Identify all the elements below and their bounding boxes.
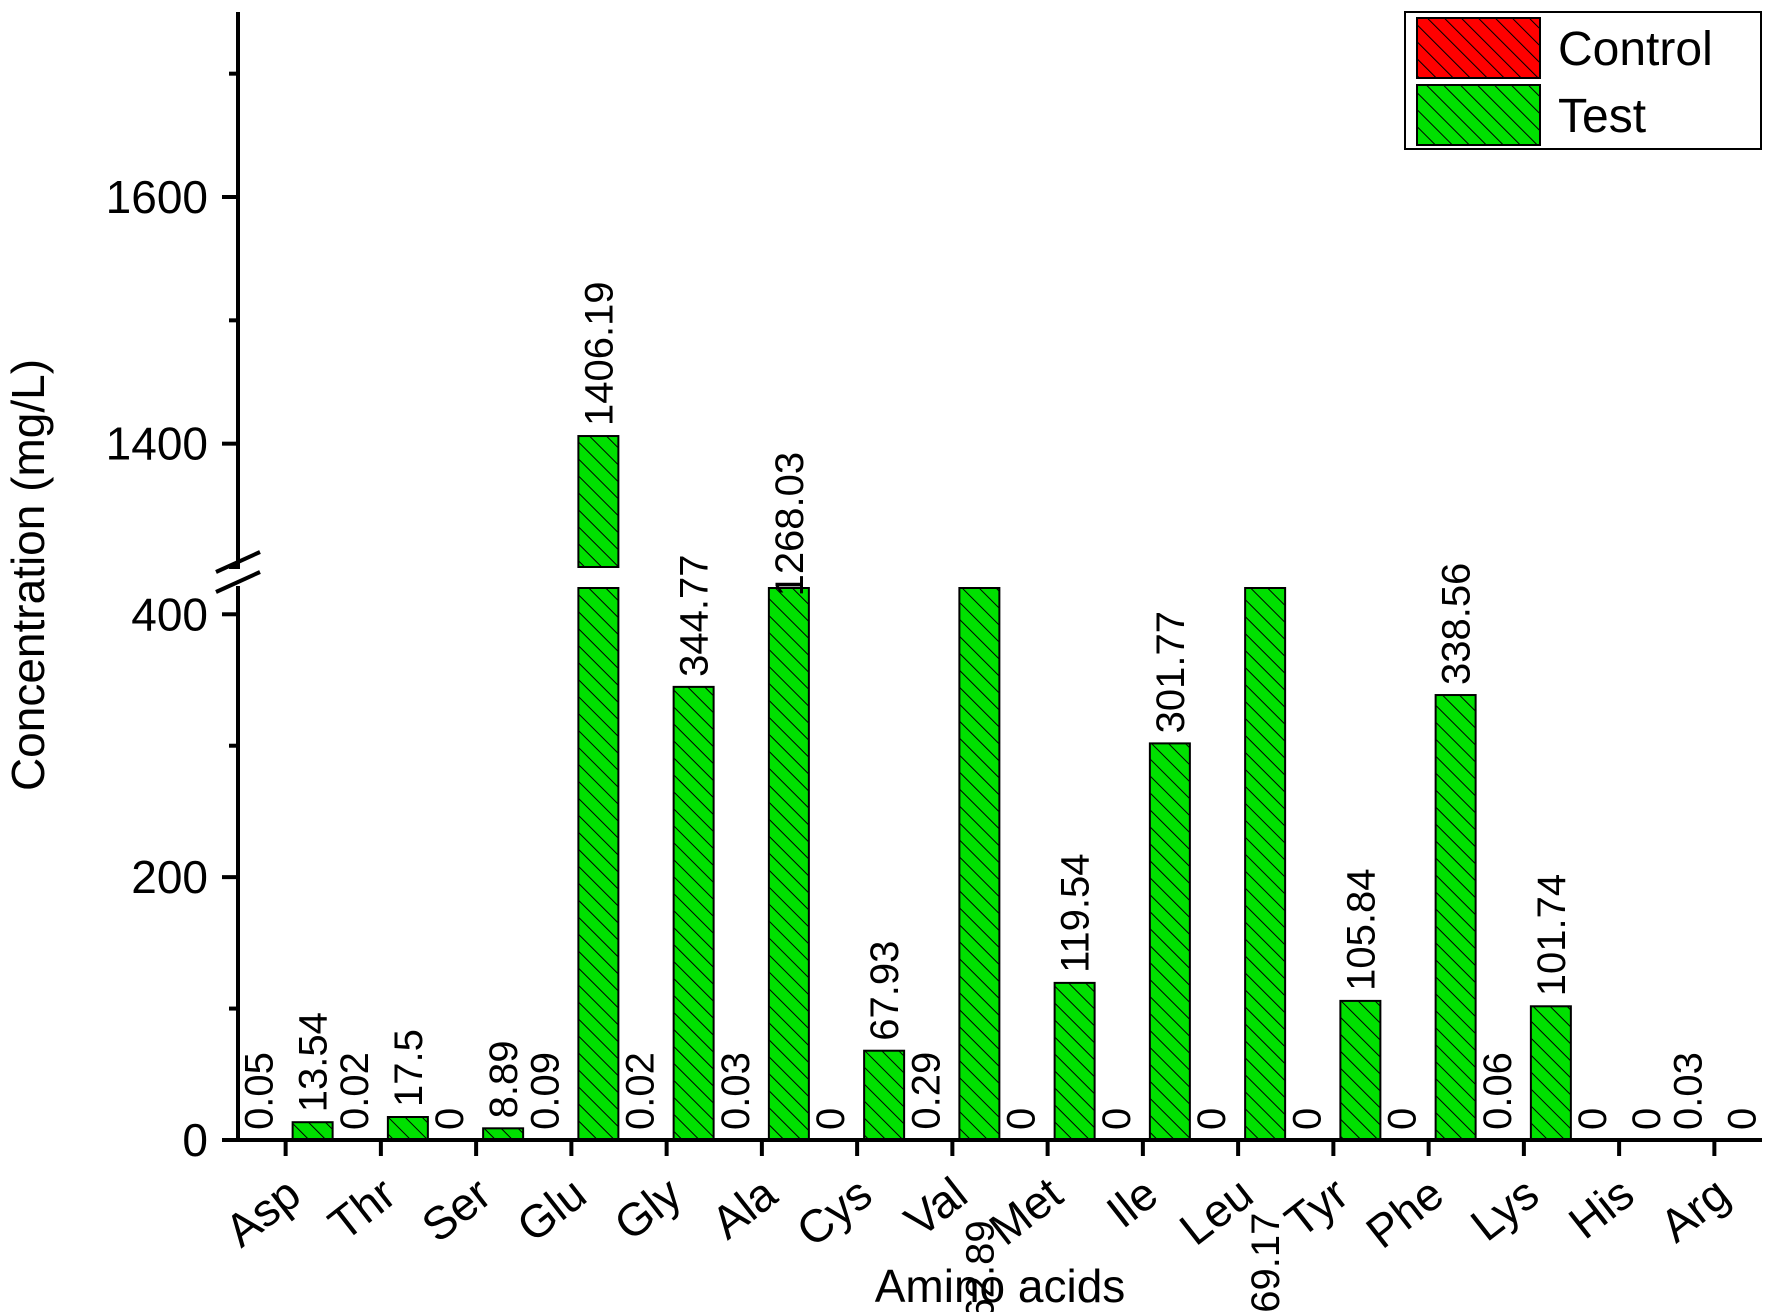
y-tick-label-1600: 1600 — [106, 171, 208, 223]
bar-test-thr — [386, 1116, 429, 1141]
data-label-test-met: 119.54 — [1054, 854, 1098, 973]
data-label-test-gly: 344.77 — [673, 555, 717, 677]
y-tick-label-200: 200 — [131, 851, 208, 903]
data-label-control-cys: 0 — [809, 1108, 853, 1130]
x-tick-label-his: His — [1559, 1167, 1643, 1249]
data-label-control-glu: 0.09 — [523, 1052, 567, 1130]
data-label-control-lys: 0.06 — [1476, 1052, 1520, 1130]
data-label-test-ala: 1268.03 — [768, 452, 812, 597]
data-label-test-his: 0 — [1625, 1108, 1669, 1130]
bar-test-cys — [863, 1049, 906, 1142]
bar-test-gly — [672, 685, 715, 1141]
data-label-test-val: 662.89 — [958, 1220, 1002, 1312]
data-label-test-glu: 1406.19 — [577, 281, 621, 426]
bar-test-ala-lower — [767, 587, 810, 1141]
data-label-test-lys: 101.74 — [1530, 874, 1574, 996]
bars — [291, 435, 1572, 1142]
x-tick-label-glu: Glu — [507, 1167, 595, 1252]
x-axis-title: Amino acids — [875, 1260, 1126, 1312]
legend: Control Test — [1404, 11, 1762, 150]
y-axis-title: Concentration (mg/L) — [2, 359, 54, 791]
data-label-control-his: 0 — [1571, 1108, 1615, 1130]
legend-swatch-test — [1416, 84, 1541, 146]
x-tick-label-phe: Phe — [1356, 1167, 1453, 1258]
x-tick-label-ala: Ala — [702, 1167, 787, 1249]
data-label-test-thr: 17.5 — [387, 1029, 431, 1107]
data-label-test-arg: 0 — [1720, 1108, 1764, 1130]
data-label-test-cys: 67.93 — [863, 941, 907, 1041]
x-tick-label-ile: Ile — [1097, 1167, 1167, 1238]
bar-test-leu-lower — [1244, 587, 1287, 1141]
data-label-test-asp: 13.54 — [292, 1012, 336, 1112]
data-label-control-asp: 0.05 — [238, 1052, 282, 1130]
x-tick-label-cys: Cys — [787, 1167, 881, 1257]
data-label-control-ile: 0 — [1095, 1108, 1139, 1130]
data-labels: 0.05 13.540.02 17.508.890.091406.190.02344… — [238, 281, 1765, 1312]
axis-break-mark — [215, 550, 261, 574]
y-tick-label-0: 0 — [182, 1114, 208, 1166]
axis-break-mark — [215, 570, 261, 594]
x-tick-label-lys: Lys — [1461, 1167, 1548, 1251]
data-label-test-tyr: 105.84 — [1339, 869, 1383, 991]
data-label-test-phe: 338.56 — [1435, 563, 1479, 685]
data-label-test-ile: 301.77 — [1149, 611, 1193, 733]
data-label-control-leu: 0 — [1190, 1108, 1234, 1130]
bar-test-glu-lower — [577, 587, 620, 1141]
data-label-control-ser: 0 — [428, 1108, 472, 1130]
bar-test-lys — [1529, 1005, 1572, 1141]
y-tick-label-400: 400 — [131, 588, 208, 640]
data-label-control-gly: 0.02 — [619, 1052, 663, 1130]
x-tick-label-thr: Thr — [319, 1167, 405, 1250]
x-tick-label-ser: Ser — [412, 1167, 500, 1252]
data-label-control-met: 0 — [1000, 1108, 1044, 1130]
data-label-control-arg: 0.03 — [1666, 1052, 1710, 1130]
bar-test-phe — [1434, 694, 1477, 1141]
data-label-test-ser: 8.89 — [482, 1040, 526, 1118]
legend-label-test: Test — [1558, 90, 1646, 143]
data-label-test-leu: 669.17 — [1244, 1213, 1288, 1312]
bar-test-ile — [1148, 742, 1191, 1141]
legend-label-control: Control — [1558, 23, 1713, 76]
data-label-control-tyr: 0 — [1285, 1108, 1329, 1130]
bar-test-glu-upper — [577, 435, 620, 568]
bar-test-met — [1053, 981, 1096, 1141]
bar-test-tyr — [1339, 999, 1382, 1141]
legend-swatch-control — [1416, 17, 1541, 79]
axes — [215, 12, 1762, 1156]
x-tick-label-gly: Gly — [604, 1167, 690, 1250]
data-label-control-ala: 0.03 — [714, 1052, 758, 1130]
bar-test-asp — [291, 1121, 334, 1142]
x-tick-label-asp: Asp — [215, 1167, 309, 1257]
data-label-control-phe: 0 — [1381, 1108, 1425, 1130]
x-tick-label-arg: Arg — [1650, 1167, 1738, 1252]
y-tick-label-1400: 1400 — [106, 418, 208, 470]
data-label-control-val: 0.29 — [904, 1052, 948, 1130]
data-label-control-thr: 0.02 — [333, 1052, 377, 1130]
bar-test-val-lower — [958, 587, 1001, 1141]
